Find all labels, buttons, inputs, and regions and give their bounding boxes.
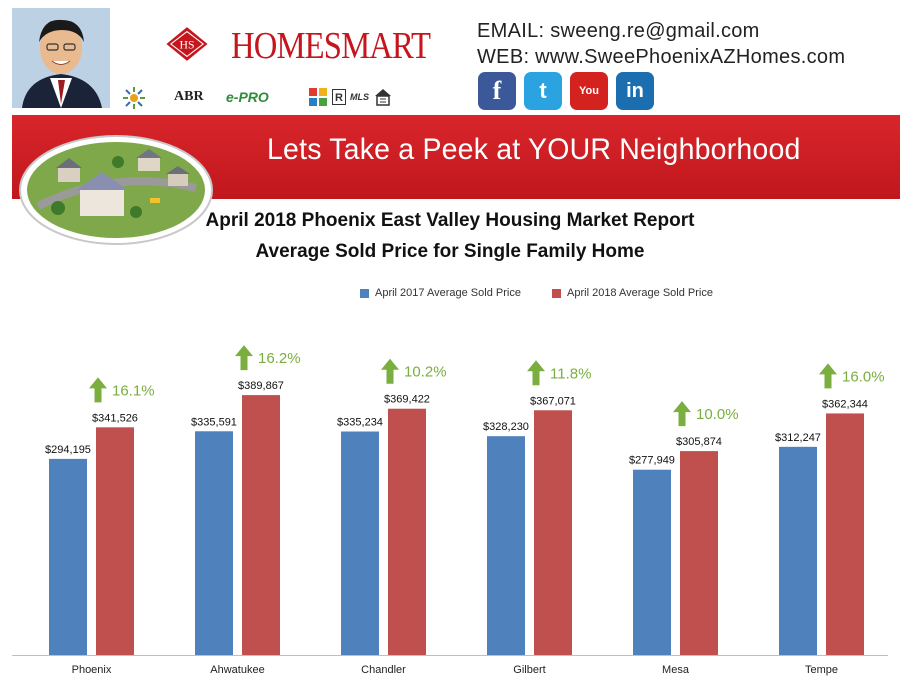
chart-legend: April 2017 Average Sold Price April 2018…	[360, 287, 713, 299]
realtor-r-icon: R	[332, 89, 346, 105]
svg-text:HS: HS	[180, 38, 195, 51]
bar-chart: $294,195 $341,526 16.1% Phoenix $335,591 $389…	[12, 345, 888, 676]
bar-0-5	[779, 446, 817, 655]
data-label-1-3: $367,071	[530, 395, 576, 407]
svg-text:R: R	[335, 92, 343, 104]
data-label-0-5: $312,247	[775, 432, 821, 444]
change-label-2: 10.2%	[404, 364, 447, 381]
brand-name: HOMESMART	[231, 25, 431, 67]
category-label-5: Tempe	[805, 664, 838, 676]
category-label-0: Phoenix	[72, 664, 112, 676]
youtube-icon[interactable]: You	[570, 72, 608, 110]
legend-item-2018: April 2018 Average Sold Price	[552, 287, 713, 299]
data-label-0-0: $294,195	[45, 444, 91, 456]
bar-1-1	[242, 395, 280, 655]
up-arrow-icon	[527, 360, 545, 386]
data-label-1-5: $362,344	[822, 398, 868, 410]
category-label-1: Ahwatukee	[210, 664, 264, 676]
bar-0-3	[487, 436, 525, 655]
banner-text: Lets Take a Peek at YOUR Neighborhood	[267, 133, 801, 166]
change-label-0: 16.1%	[112, 382, 155, 399]
agent-photo	[12, 8, 110, 108]
legend-label-2017: April 2017 Average Sold Price	[375, 287, 521, 300]
data-label-0-3: $328,230	[483, 421, 529, 433]
agent-portrait-icon	[12, 8, 110, 108]
change-label-5: 16.0%	[842, 368, 885, 385]
web-line[interactable]: WEB: www.SweePhoenixAZHomes.com	[477, 46, 846, 68]
category-label-4: Mesa	[662, 664, 690, 676]
homesmart-logo: HS HOMESMART	[165, 18, 431, 76]
social-links: f t You in	[478, 72, 658, 112]
bar-0-2	[341, 431, 379, 655]
legend-item-2017: April 2017 Average Sold Price	[360, 287, 521, 299]
data-label-1-0: $341,526	[92, 412, 138, 424]
epro-badge: e-PRO	[226, 89, 269, 105]
data-label-0-4: $277,949	[629, 455, 675, 467]
equal-housing-icon	[375, 89, 391, 106]
data-label-0-2: $335,234	[337, 417, 383, 429]
email-line[interactable]: EMAIL: sweeng.re@gmail.com	[477, 20, 760, 42]
facebook-icon[interactable]: f	[478, 72, 516, 110]
neighborhood-illustration-icon	[19, 135, 213, 245]
legend-swatch-2018	[552, 288, 562, 298]
certification-badges: ABR e-PRO R MLS	[122, 84, 392, 110]
bar-1-2	[388, 408, 426, 655]
data-label-1-2: $369,422	[384, 394, 430, 406]
chart-title: April 2018 Phoenix East Valley Housing M…	[205, 210, 695, 231]
legend-label-2018: April 2018 Average Sold Price	[567, 287, 713, 300]
chart-title-block: April 2018 Phoenix East Valley Housing M…	[0, 205, 900, 267]
up-arrow-icon	[381, 358, 399, 384]
up-arrow-icon	[819, 363, 837, 389]
diversity-logo-icon	[309, 88, 327, 106]
category-label-2: Chandler	[361, 664, 406, 676]
up-arrow-icon	[673, 401, 691, 427]
abr-badge: ABR	[174, 89, 204, 104]
bar-0-0	[49, 458, 87, 655]
bar-1-3	[534, 410, 572, 655]
sunburst-logo-icon	[123, 87, 145, 109]
bar-1-5	[826, 413, 864, 655]
mls-badge: MLS	[350, 92, 369, 102]
twitter-icon[interactable]: t	[524, 72, 562, 110]
change-label-3: 11.8%	[550, 365, 591, 382]
chart-subtitle: Average Sold Price for Single Family Hom…	[255, 241, 645, 262]
data-label-0-1: $335,591	[191, 416, 237, 428]
up-arrow-icon	[89, 377, 107, 403]
bar-1-0	[96, 427, 134, 655]
change-label-1: 16.2%	[258, 350, 301, 367]
legend-swatch-2017	[360, 288, 369, 298]
bar-1-4	[680, 451, 718, 655]
contact-info: EMAIL: sweeng.re@gmail.com WEB: www.Swee…	[477, 18, 845, 70]
data-label-1-1: $389,867	[238, 380, 284, 392]
bar-0-1	[195, 431, 233, 655]
data-label-1-4: $305,874	[676, 436, 722, 448]
change-label-4: 10.0%	[696, 406, 739, 423]
page-header: HS HOMESMART ABR e-PRO R MLS EMAIL: swee…	[0, 0, 900, 115]
homesmart-diamond-icon: HS	[166, 27, 208, 61]
linkedin-icon[interactable]: in	[616, 72, 654, 110]
category-label-3: Gilbert	[513, 664, 545, 676]
bar-0-4	[633, 469, 671, 655]
up-arrow-icon	[235, 345, 253, 371]
